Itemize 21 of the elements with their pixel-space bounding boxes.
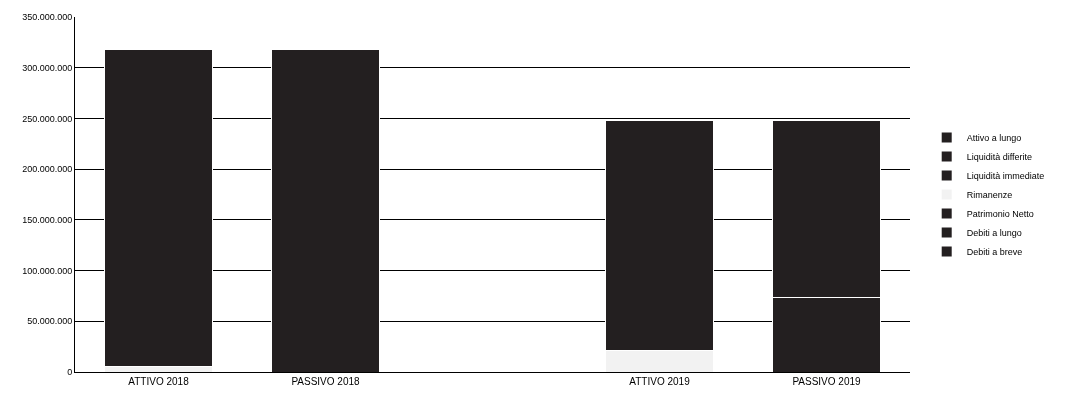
- x-tick-label: PASSIVO 2019: [792, 376, 862, 387]
- legend-label: Debiti a breve: [966, 247, 1023, 258]
- bar: [270, 48, 381, 372]
- y-tick-label: 150.000.000: [22, 215, 73, 226]
- y-tick-label: 350.000.000: [22, 12, 73, 23]
- x-tick-label: PASSIVO 2018: [291, 376, 361, 387]
- x-tick-label: ATTIVO 2019: [629, 376, 691, 387]
- legend-label: Patrimonio Netto: [966, 209, 1034, 220]
- y-tick-label: 50.000.000: [27, 316, 73, 327]
- legend-label: Liquidità immediate: [966, 171, 1045, 182]
- legend-label: Attivo a lungo: [966, 133, 1022, 144]
- legend-label: Rimanenze: [966, 190, 1013, 201]
- y-tick-label: 250.000.000: [22, 113, 73, 124]
- legend-label: Liquidità differite: [966, 152, 1033, 163]
- x-tick-label: ATTIVO 2018: [128, 376, 190, 387]
- y-tick-label: 300.000.000: [22, 62, 73, 73]
- y-tick-label: 200.000.000: [22, 164, 73, 175]
- legend-label: Debiti a lungo: [966, 228, 1022, 239]
- bar: [103, 48, 214, 368]
- y-tick-label: 100.000.000: [22, 265, 73, 276]
- y-tick-label: 0: [67, 367, 73, 378]
